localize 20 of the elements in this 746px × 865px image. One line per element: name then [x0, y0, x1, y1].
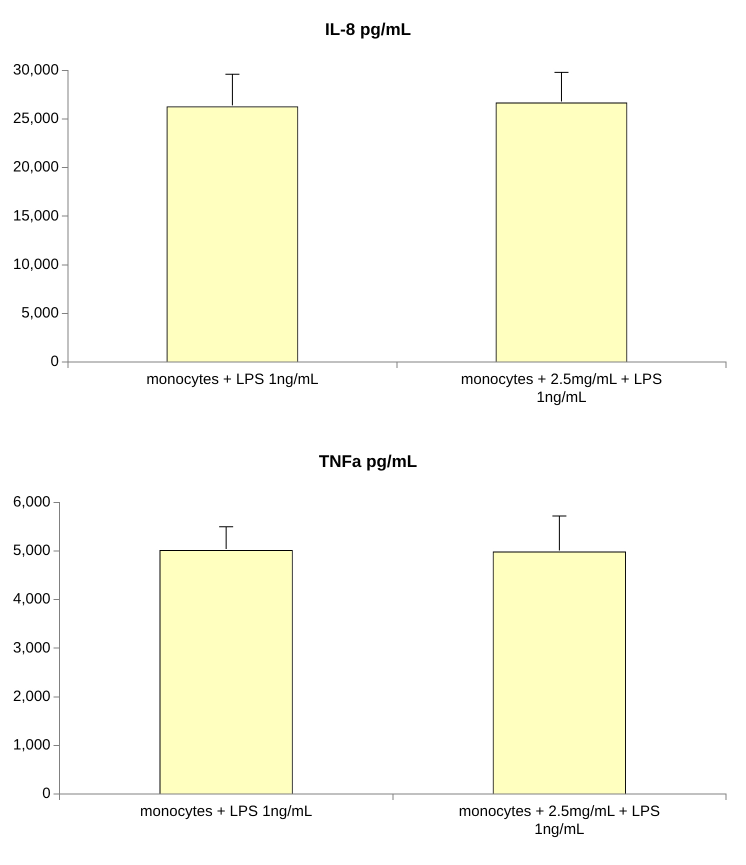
y-tick-label: 0	[50, 353, 59, 370]
y-tick-label: 10,000	[12, 256, 59, 273]
y-tick-label: 1,000	[12, 736, 51, 754]
y-tick-label: 15,000	[12, 207, 59, 224]
y-tick-label: 0	[42, 785, 51, 802]
x-tick-label: monocytes + 2.5mg/mL + LPS 1ng/mL	[458, 803, 660, 838]
y-tick-label: 2,000	[12, 688, 51, 705]
chart-title: IL-8 pg/mL	[325, 20, 411, 39]
y-tick-label: 4,000	[12, 590, 51, 608]
y-tick-label: 5,000	[12, 542, 51, 560]
x-tick-label: monocytes + LPS 1ng/mL	[140, 803, 312, 820]
y-tick-label: 5,000	[21, 304, 59, 322]
y-tick-label: 3,000	[12, 639, 51, 656]
y-tick-label: 30,000	[12, 62, 59, 79]
x-tick-label: monocytes + LPS 1ng/mL	[146, 371, 319, 388]
y-tick-label: 20,000	[12, 158, 59, 176]
y-tick-label: 6,000	[12, 494, 51, 511]
x-tick-label: monocytes + 2.5mg/mL + LPS 1ng/mL	[460, 371, 662, 406]
y-tick-label: 25,000	[12, 110, 59, 128]
chart-title: TNFa pg/mL	[318, 452, 418, 471]
